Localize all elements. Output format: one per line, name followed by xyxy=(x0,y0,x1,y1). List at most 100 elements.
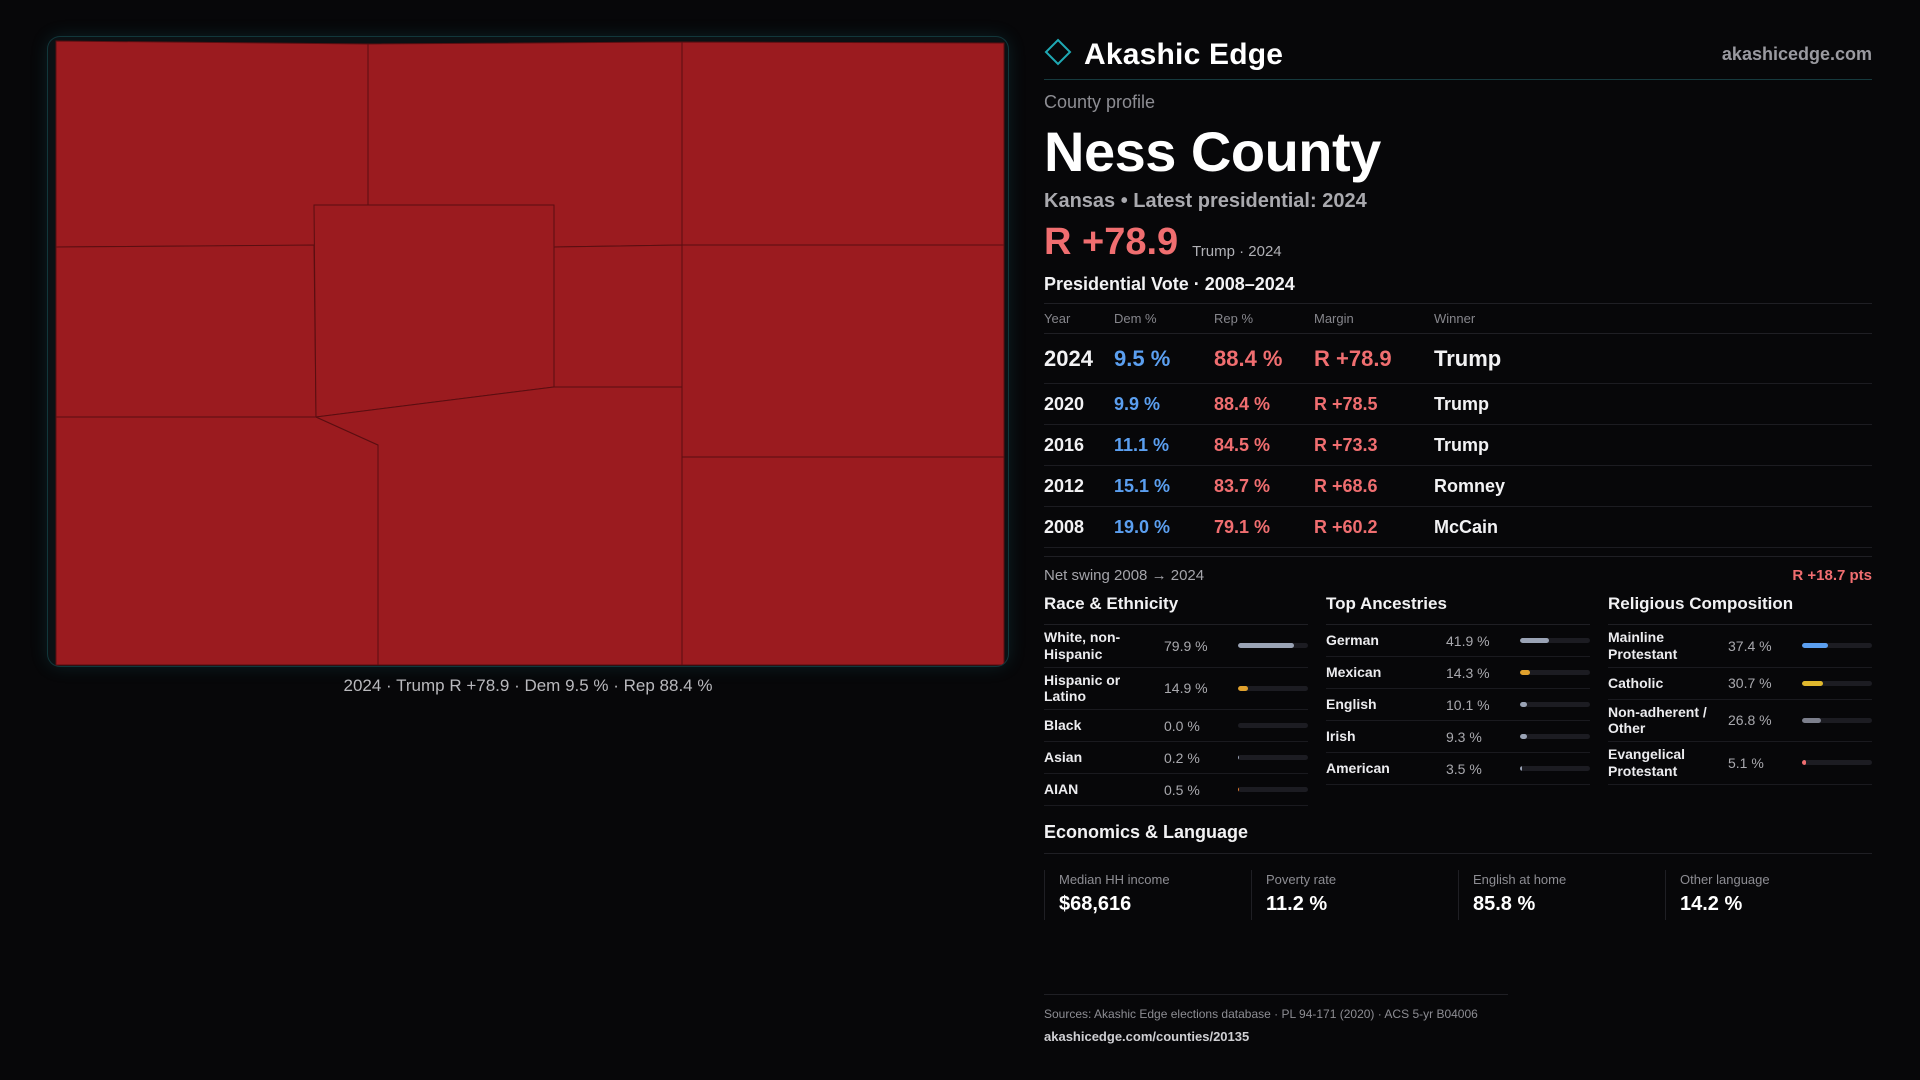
ancestry-label: German xyxy=(1326,632,1379,649)
county-profile-panel: Akashic Edge akashicedge.com County prof… xyxy=(1044,30,1872,921)
econ-value: 14.2 % xyxy=(1680,893,1743,916)
map-tract-4[interactable] xyxy=(55,244,317,418)
ancestry-bar xyxy=(1520,734,1590,739)
vote-cell-margin: R +78.5 xyxy=(1314,383,1434,425)
vote-cell-winner: Trump xyxy=(1434,424,1872,466)
race-bar xyxy=(1238,685,1308,691)
vote-cell-dem: 11.1 % xyxy=(1114,424,1214,466)
ancestry-value: 10.1 % xyxy=(1446,696,1490,713)
county-url[interactable]: akashicedge.com/counties/20135 xyxy=(1044,1029,1250,1044)
econ-other-language: Other language 14.2 % xyxy=(1665,870,1872,921)
race-bar-fill xyxy=(1238,643,1294,649)
vote-section-title: Presidential Vote · 2008–2024 xyxy=(1044,274,1295,294)
demographics: Race & Ethnicity White, non-Hispanic 79.9… xyxy=(1044,594,1872,807)
econ-english: English at home 85.8 % xyxy=(1458,870,1665,921)
map-tract-10[interactable] xyxy=(681,456,1005,666)
latest-margin-note: Trump · 2024 xyxy=(1192,243,1282,260)
religion-bar-fill xyxy=(1802,717,1821,723)
religion-row: Catholic 30.7 % xyxy=(1608,668,1872,700)
county-map-svg xyxy=(55,40,1005,666)
vote-cell-rep: 88.4 % xyxy=(1214,383,1314,425)
econ-label: Median HH income xyxy=(1059,872,1170,888)
footer: Sources: Akashic Edge elections database… xyxy=(1044,994,1508,1044)
brand[interactable]: Akashic Edge xyxy=(1044,38,1283,72)
ancestry-bar xyxy=(1520,702,1590,707)
vote-cell-winner: Trump xyxy=(1434,383,1872,425)
ancestry-bar xyxy=(1520,670,1590,675)
ancestry-row: Irish 9.3 % xyxy=(1326,721,1590,753)
race-bar-fill xyxy=(1238,685,1249,691)
ancestry-label: American xyxy=(1326,760,1390,777)
vote-cell-margin: R +73.3 xyxy=(1314,424,1434,466)
religion-bar xyxy=(1802,643,1872,649)
vote-cell-rep: 88.4 % xyxy=(1214,333,1314,384)
vote-cell-dem: 9.5 % xyxy=(1114,333,1214,384)
economics-title: Economics & Language xyxy=(1044,822,1872,855)
vote-row-2024: 2024 9.5 % 88.4 % R +78.9 Trump xyxy=(1044,333,1872,384)
top-bar: Akashic Edge akashicedge.com xyxy=(1044,30,1872,80)
col-year: Year xyxy=(1044,303,1114,334)
ancestry-row: German 41.9 % xyxy=(1326,625,1590,657)
vote-cell-year: 2016 xyxy=(1044,424,1114,466)
ancestry-bar xyxy=(1520,766,1590,771)
vote-table-header: Year Dem % Rep % Margin Winner xyxy=(1044,303,1872,334)
religion-value: 26.8 % xyxy=(1728,712,1772,729)
race-row: AIAN 0.5 % xyxy=(1044,774,1308,807)
vote-cell-margin: R +60.2 xyxy=(1314,506,1434,548)
religion-bar-fill xyxy=(1802,680,1824,686)
page-title: Ness County xyxy=(1044,120,1381,183)
vote-cell-year: 2012 xyxy=(1044,465,1114,507)
religion-label: Evangelical Protestant xyxy=(1608,746,1686,779)
vote-cell-winner: Romney xyxy=(1434,465,1872,507)
ancestry-title: Top Ancestries xyxy=(1326,594,1590,625)
col-margin: Margin xyxy=(1314,303,1434,334)
race-title: Race & Ethnicity xyxy=(1044,594,1308,625)
race-label: Asian xyxy=(1044,749,1083,766)
map-tract-3[interactable] xyxy=(681,41,1005,246)
map-tract-7[interactable] xyxy=(681,244,1005,458)
religion-row: Mainline Protestant 37.4 % xyxy=(1608,625,1872,668)
vote-cell-year: 2020 xyxy=(1044,383,1114,425)
race-row: White, non-Hispanic 79.9 % xyxy=(1044,625,1308,668)
ancestry-label: English xyxy=(1326,696,1377,713)
religion-section: Religious Composition Mainline Protestan… xyxy=(1608,594,1872,806)
religion-label: Non-adherent / Other xyxy=(1608,703,1707,737)
site-link[interactable]: akashicedge.com xyxy=(1721,44,1872,64)
vote-cell-dem: 19.0 % xyxy=(1114,506,1214,548)
econ-label: English at home xyxy=(1473,872,1567,888)
col-dem: Dem % xyxy=(1114,303,1214,334)
race-label: Black xyxy=(1044,717,1082,734)
map-tract-6[interactable] xyxy=(553,244,683,388)
vote-cell-winner: Trump xyxy=(1434,333,1872,384)
religion-title: Religious Composition xyxy=(1608,594,1872,625)
religion-bar-fill xyxy=(1802,760,1806,766)
religion-bar xyxy=(1802,760,1872,766)
religion-label: Mainline Protestant xyxy=(1608,629,1678,662)
religion-value: 37.4 % xyxy=(1728,637,1772,654)
race-value: 0.5 % xyxy=(1164,781,1200,798)
map-tract-8[interactable] xyxy=(55,416,379,666)
religion-row: Evangelical Protestant 5.1 % xyxy=(1608,742,1872,785)
ancestry-value: 14.3 % xyxy=(1446,664,1490,681)
race-value: 0.2 % xyxy=(1164,749,1200,766)
map-tract-5[interactable] xyxy=(313,204,555,418)
econ-value: $68,616 xyxy=(1059,893,1132,916)
race-bar xyxy=(1238,787,1308,793)
net-swing-label: Net swing 2008 → 2024 xyxy=(1044,567,1205,584)
vote-row-2016: 2016 11.1 % 84.5 % R +73.3 Trump xyxy=(1044,424,1872,466)
race-bar xyxy=(1238,755,1308,761)
net-swing-value: R +18.7 pts xyxy=(1792,567,1872,584)
ancestry-label: Mexican xyxy=(1326,664,1382,681)
vote-cell-year: 2024 xyxy=(1044,333,1114,384)
religion-value: 30.7 % xyxy=(1728,675,1772,692)
race-label: White, non-Hispanic xyxy=(1044,629,1121,662)
religion-label: Catholic xyxy=(1608,674,1664,691)
county-map[interactable] xyxy=(48,37,1008,666)
race-ethnicity-section: Race & Ethnicity White, non-Hispanic 79.9… xyxy=(1044,594,1308,807)
race-value: 14.9 % xyxy=(1164,680,1208,697)
econ-income: Median HH income $68,616 xyxy=(1044,870,1251,921)
ancestry-bar-fill xyxy=(1520,766,1523,771)
col-rep: Rep % xyxy=(1214,303,1314,334)
race-bar xyxy=(1238,723,1308,729)
race-row: Black 0.0 % xyxy=(1044,710,1308,743)
